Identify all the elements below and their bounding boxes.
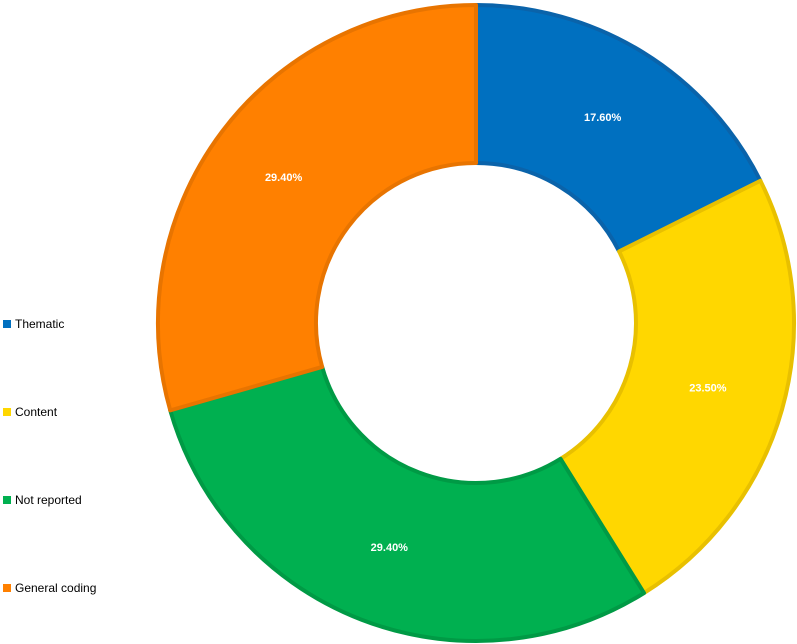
legend-item-content: Content [0,404,57,420]
slice-thematic [474,3,763,254]
legend-item-thematic: Thematic [0,316,64,332]
slice-label-not-reported: 29.40% [371,542,409,554]
legend-swatch-content [3,408,11,416]
slice-label-general-coding: 29.40% [265,172,303,184]
legend-swatch-general-coding [3,584,11,592]
donut-slices [156,3,796,643]
slice-general-coding [156,3,478,413]
legend-label-general-coding: General coding [15,581,97,595]
slice-label-thematic: 17.60% [584,112,622,124]
slice-labels: 17.60% 23.50% 29.40% 29.40% [265,112,727,554]
legend-label-thematic: Thematic [15,317,65,331]
legend-label-content: Content [15,405,58,419]
slice-not-reported [168,364,647,643]
legend-swatch-not-reported [3,496,11,504]
legend-item-general-coding: General coding [0,580,96,596]
legend-item-not-reported: Not reported [0,492,82,508]
slice-label-content: 23.50% [689,382,727,394]
slice-content [558,178,796,595]
legend-label-not-reported: Not reported [15,493,82,507]
legend-swatch-thematic [3,320,11,328]
